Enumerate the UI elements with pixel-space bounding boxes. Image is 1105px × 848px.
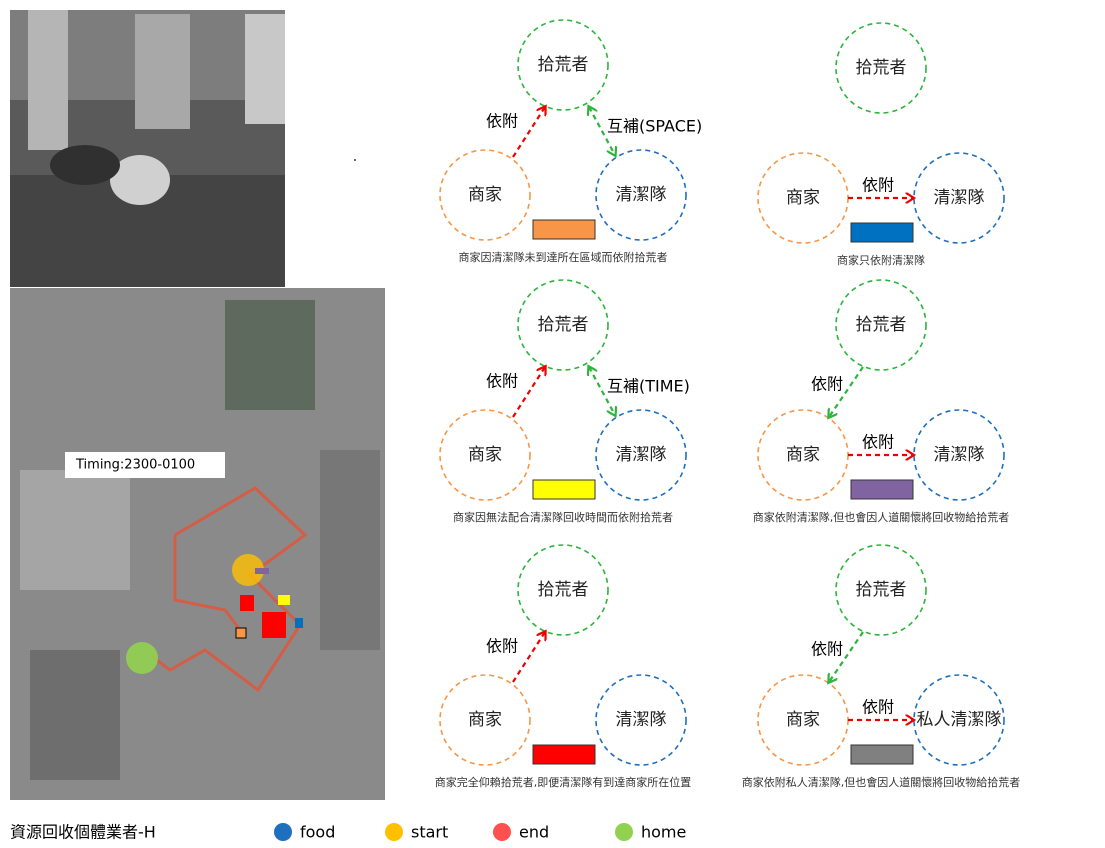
node-circle [913,674,1005,766]
node-circle [835,22,927,114]
category-swatch [850,222,914,243]
arrow [829,631,864,682]
map-label: Timing:2300-0100 [75,458,195,473]
relation-label: 依附 [811,375,843,394]
legend-marker [493,823,511,841]
node-circle [595,409,687,501]
legend-label: food [300,823,335,842]
arrow [512,632,545,683]
legend-title: 資源回收個體業者-H [10,823,156,842]
arrow [512,107,545,158]
node-label: 商家 [468,445,502,465]
node-label: 清潔隊 [934,188,985,208]
caption: 商家依附清潔隊,但也會因人道關懷將回收物給拾荒者 [753,510,1010,524]
caption: 商家因清潔隊未到達所在區域而依附拾荒者 [459,250,668,264]
legend-marker [615,823,633,841]
caption: 商家只依附清潔隊 [837,253,925,267]
node-label: 商家 [786,710,820,730]
category-swatch [532,219,596,240]
node-circle [835,279,927,371]
node-label: 清潔隊 [616,445,667,465]
relation-label: 依附 [862,698,894,717]
street-photo [10,10,356,287]
aerial-map [10,288,385,800]
node-label: 拾荒者 [856,580,907,600]
node-label: 拾荒者 [538,580,589,600]
node-label: 拾荒者 [538,315,589,335]
relation-label: 依附 [486,112,518,131]
legend-label: start [411,823,448,842]
category-swatch [532,479,596,500]
relation-label: 依附 [862,433,894,452]
node-label: 拾荒者 [856,58,907,78]
category-swatch [850,479,914,500]
node-circle [913,152,1005,244]
legend-marker [385,823,403,841]
legend-label: home [641,823,686,842]
node-label: 商家 [786,188,820,208]
relation-label: 互補(TIME) [607,377,690,396]
node-circle [517,544,609,636]
node-circle [517,279,609,371]
arrow [589,107,615,155]
relation-label: 互補(SPACE) [607,117,702,136]
arrow [512,367,545,418]
node-label: 拾荒者 [538,55,589,75]
node-circle [835,544,927,636]
arrow [829,366,864,417]
node-circle [517,19,609,111]
caption: 商家因無法配合清潔隊回收時間而依附拾荒者 [453,510,673,524]
node-label: 私人清潔隊 [917,710,1002,730]
node-label: 清潔隊 [934,445,985,465]
arrow [589,367,615,415]
node-label: 拾荒者 [856,315,907,335]
relation-label: 依附 [486,637,518,656]
relation-label: 依附 [486,372,518,391]
node-circle [439,149,531,241]
node-circle [913,409,1005,501]
relation-label: 依附 [862,176,894,195]
caption: 商家依附私人清潔隊,但也會因人道關懷將回收物給拾荒者 [742,775,1021,789]
node-circle [439,409,531,501]
node-circle [595,674,687,766]
node-label: 商家 [468,710,502,730]
node-label: 清潔隊 [616,185,667,205]
node-circle [595,149,687,241]
node-label: 清潔隊 [616,710,667,730]
legend-marker [274,823,292,841]
category-swatch [532,744,596,765]
node-label: 商家 [468,185,502,205]
node-circle [439,674,531,766]
legend-label: end [519,823,549,842]
caption: 商家完全仰賴拾荒者,即便清潔隊有到達商家所在位置 [435,775,692,789]
relation-label: 依附 [811,640,843,659]
category-swatch [850,744,914,765]
node-label: 商家 [786,445,820,465]
